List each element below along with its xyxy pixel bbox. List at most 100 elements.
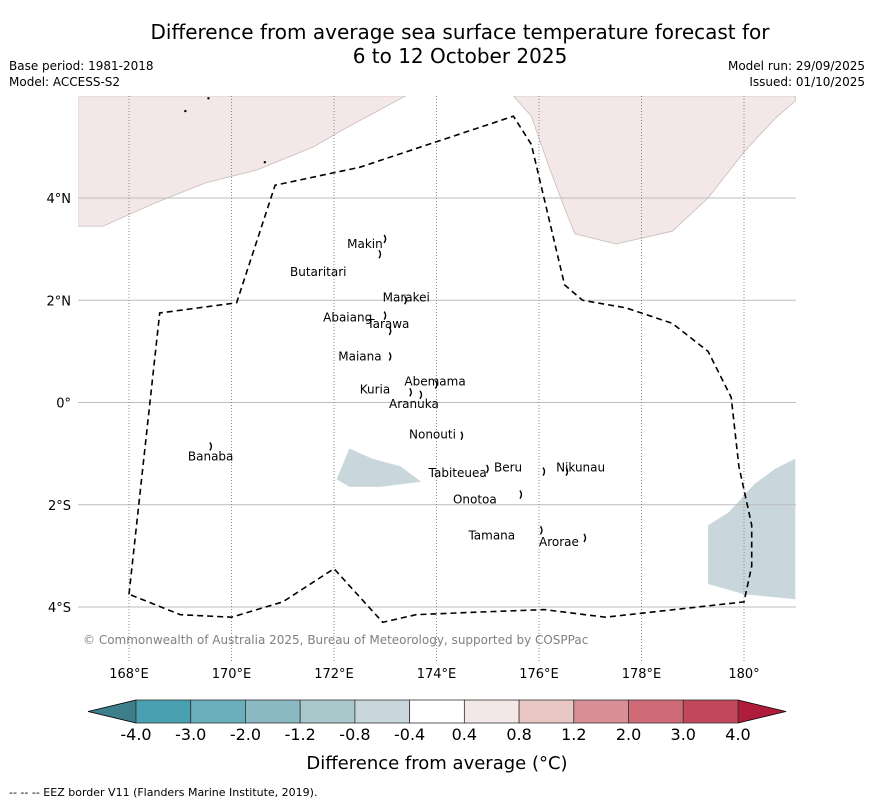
place-label: Makin bbox=[347, 237, 383, 251]
anomaly-region bbox=[708, 458, 796, 600]
place-label: Abaiang bbox=[323, 311, 372, 325]
colorbar-tick-label: 4.0 bbox=[725, 725, 750, 744]
model-run-date: Model run: 29/09/2025 bbox=[727, 59, 865, 73]
island-outline bbox=[383, 234, 387, 244]
eez-border bbox=[128, 115, 753, 624]
island-outline bbox=[542, 467, 546, 476]
colorbar-segment bbox=[354, 699, 411, 724]
island-outline bbox=[539, 525, 543, 535]
place-label: Tarawa bbox=[366, 317, 409, 331]
longitude-tick-label: 168°E bbox=[109, 667, 149, 682]
anomaly-region bbox=[513, 96, 796, 245]
longitude-tick-label: 170°E bbox=[212, 667, 252, 682]
anomaly-regions bbox=[78, 96, 796, 600]
colorbar-segment bbox=[299, 699, 356, 724]
latitude-tick-label: 4°N bbox=[47, 192, 72, 207]
latitude-ticks: 4°N 2°N 0° 2°S 4°S bbox=[47, 192, 72, 616]
colorbar-tick-label: -2.0 bbox=[230, 725, 261, 744]
place-label: Onotoa bbox=[453, 493, 497, 507]
place-label: Beru bbox=[494, 461, 522, 475]
eez-border-line bbox=[128, 115, 753, 624]
colorbar-segment bbox=[573, 699, 629, 724]
issued-date: Issued: 01/10/2025 bbox=[749, 75, 865, 89]
base-period: Base period: 1981-2018 bbox=[9, 59, 154, 73]
latitude-tick-label: 2°S bbox=[48, 499, 71, 514]
colorbar-tick-label: 2.0 bbox=[616, 725, 641, 744]
island-outline bbox=[419, 390, 423, 400]
island-marker bbox=[184, 109, 187, 113]
copyright-notice: © Commonwealth of Australia 2025, Bureau… bbox=[83, 633, 588, 647]
colorbar-segment bbox=[518, 699, 575, 724]
title-line-1: Difference from average sea surface temp… bbox=[150, 20, 770, 44]
latitude-tick-label: 0° bbox=[56, 397, 71, 412]
colorbar-over-arrow bbox=[737, 699, 787, 724]
colorbar-tick-label: -4.0 bbox=[120, 725, 151, 744]
place-label: Aranuka bbox=[389, 397, 439, 411]
colorbar-tick-label: 3.0 bbox=[671, 725, 696, 744]
place-label: Banaba bbox=[188, 449, 234, 463]
eez-footnote: -- -- -- EEZ border V11 (Flanders Marine… bbox=[9, 786, 318, 799]
island-marker bbox=[263, 161, 267, 164]
colorbar-tick-label: 1.2 bbox=[561, 725, 586, 744]
colorbar-segment bbox=[190, 699, 246, 724]
anomaly-region bbox=[78, 96, 406, 227]
island-outline bbox=[383, 311, 387, 321]
place-label: Nonouti bbox=[409, 428, 456, 442]
colorbar-tick-label: 0.8 bbox=[506, 725, 531, 744]
latitude-tick-label: 2°N bbox=[47, 294, 72, 309]
model-info: Base period: 1981-2018 Model: ACCESS-S2 bbox=[9, 58, 154, 90]
place-label: Butaritari bbox=[290, 265, 347, 279]
place-label: Tabiteuea bbox=[428, 466, 487, 480]
longitude-tick-label: 178°E bbox=[622, 667, 662, 682]
colorbar-segment bbox=[409, 699, 465, 724]
graticule bbox=[78, 96, 796, 661]
colorbar-label: Difference from average (°C) bbox=[306, 753, 567, 774]
place-label: Tamana bbox=[467, 528, 515, 542]
colorbar-tick-label: -1.2 bbox=[285, 725, 316, 744]
colorbar-under-arrow bbox=[87, 699, 137, 724]
colorbar-segment bbox=[135, 699, 192, 724]
island-outline bbox=[378, 249, 382, 259]
colorbar-segment bbox=[245, 699, 301, 724]
colorbar-tick-label: -0.4 bbox=[394, 725, 425, 744]
place-label: Nikunau bbox=[556, 461, 605, 475]
island-outline bbox=[434, 380, 438, 390]
place-label: Arorae bbox=[539, 535, 579, 549]
run-info: Model run: 29/09/2025 Issued: 01/10/2025 bbox=[728, 58, 865, 90]
island-marker bbox=[207, 97, 210, 100]
island-outline bbox=[460, 431, 464, 441]
island-outline bbox=[519, 490, 523, 499]
island-outline bbox=[565, 467, 569, 476]
longitude-tick-label: 174°E bbox=[417, 667, 457, 682]
island-outline bbox=[209, 442, 213, 451]
island-outline bbox=[388, 352, 392, 361]
longitude-tick-label: 172°E bbox=[314, 667, 354, 682]
longitude-tick-label: 176°E bbox=[519, 667, 559, 682]
island-outline bbox=[583, 533, 587, 543]
colorbar-tick-label: -3.0 bbox=[175, 725, 206, 744]
place-label: Abemama bbox=[404, 375, 465, 389]
island-outline bbox=[388, 326, 392, 336]
model-name: Model: ACCESS-S2 bbox=[9, 75, 121, 89]
colorbar-tick-label: -0.8 bbox=[339, 725, 370, 744]
longitude-tick-label: 180° bbox=[728, 667, 759, 682]
place-label: Maiana bbox=[338, 349, 381, 363]
colorbar-segment bbox=[628, 699, 684, 724]
island-outline bbox=[404, 295, 407, 305]
anomaly-region bbox=[336, 448, 422, 487]
colorbar-segment bbox=[463, 699, 520, 724]
island-outline bbox=[486, 464, 489, 474]
place-label: Kuria bbox=[360, 382, 391, 396]
colorbar-tick-label: 0.4 bbox=[452, 725, 477, 744]
longitude-ticks: 168°E 170°E 172°E 174°E 176°E 178°E 180° bbox=[109, 667, 759, 682]
colorbar-segment bbox=[682, 699, 739, 724]
latitude-tick-label: 4°S bbox=[48, 601, 71, 616]
title-line-2: 6 to 12 October 2025 bbox=[352, 44, 568, 68]
chart-title: Difference from average sea surface temp… bbox=[80, 20, 840, 68]
colorbar: -4.0 -3.0 -2.0 -1.2 -0.8 -0.4 0.4 0.8 1.2 2.0 3.0 4… bbox=[87, 699, 787, 744]
island-outline bbox=[409, 387, 412, 397]
place-label: Marakei bbox=[383, 290, 430, 304]
island-markers bbox=[184, 97, 587, 543]
